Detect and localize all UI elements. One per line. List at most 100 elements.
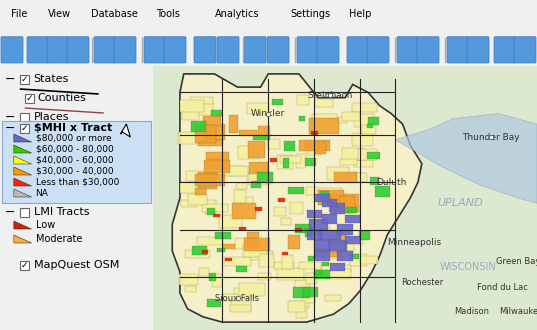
Bar (205, 160, 230, 174)
Bar (230, 306, 251, 313)
Text: View: View (48, 9, 71, 19)
Polygon shape (14, 189, 32, 197)
Bar (25, 93, 34, 103)
Bar (240, 130, 257, 136)
Text: Settings: Settings (290, 9, 330, 19)
Bar (314, 270, 322, 275)
Bar (311, 131, 317, 135)
Bar (315, 142, 326, 153)
Bar (375, 186, 390, 197)
Bar (246, 172, 267, 182)
Bar (329, 252, 346, 258)
Text: Madison: Madison (454, 307, 489, 316)
Bar (207, 299, 221, 307)
Bar (199, 172, 217, 189)
Bar (192, 246, 207, 255)
Text: ✓: ✓ (20, 75, 28, 83)
Bar (235, 238, 257, 249)
Bar (314, 270, 330, 279)
Bar (283, 158, 289, 168)
Bar (20, 123, 28, 133)
Bar (205, 124, 225, 140)
Bar (328, 240, 347, 251)
FancyBboxPatch shape (347, 37, 369, 63)
Bar (307, 210, 322, 218)
Text: UPLAND: UPLAND (437, 198, 483, 208)
FancyBboxPatch shape (297, 37, 319, 63)
Bar (359, 231, 371, 240)
Bar (296, 154, 306, 168)
Bar (185, 286, 195, 292)
Bar (339, 196, 355, 213)
Bar (307, 230, 322, 240)
Bar (360, 256, 378, 264)
Bar (347, 238, 363, 244)
Text: File: File (11, 9, 27, 19)
Bar (270, 158, 277, 162)
Bar (318, 230, 341, 240)
FancyBboxPatch shape (94, 37, 116, 63)
FancyBboxPatch shape (514, 37, 536, 63)
Text: ✓: ✓ (20, 260, 28, 270)
Bar (198, 140, 222, 147)
FancyBboxPatch shape (494, 37, 516, 63)
Bar (180, 182, 206, 193)
Bar (206, 200, 216, 214)
Bar (299, 140, 330, 151)
Text: Moderate: Moderate (35, 234, 82, 244)
Bar (277, 155, 293, 169)
Bar (191, 121, 206, 132)
Text: −: − (5, 121, 15, 135)
Text: Tools: Tools (156, 9, 179, 19)
FancyBboxPatch shape (47, 37, 69, 63)
Bar (329, 194, 359, 212)
Bar (281, 218, 291, 225)
Text: −: − (5, 73, 15, 85)
Bar (180, 200, 197, 207)
Polygon shape (14, 145, 32, 153)
FancyBboxPatch shape (194, 37, 216, 63)
Text: Help: Help (349, 9, 372, 19)
Bar (288, 235, 300, 249)
Bar (281, 252, 288, 255)
Bar (311, 114, 337, 126)
Bar (352, 103, 377, 112)
Bar (304, 227, 330, 234)
FancyBboxPatch shape (267, 37, 289, 63)
Bar (314, 251, 330, 261)
Bar (195, 188, 206, 195)
Polygon shape (14, 221, 32, 229)
Polygon shape (172, 74, 422, 322)
Bar (295, 280, 310, 288)
Bar (206, 152, 229, 169)
Bar (190, 97, 213, 104)
Text: −: − (5, 206, 15, 218)
Bar (295, 224, 313, 233)
FancyBboxPatch shape (2, 121, 151, 203)
Bar (302, 289, 315, 303)
Bar (306, 187, 317, 195)
Bar (256, 207, 262, 211)
Text: Counties: Counties (38, 93, 86, 103)
Bar (246, 232, 259, 248)
Bar (272, 99, 283, 105)
Bar (284, 141, 295, 150)
Bar (308, 256, 315, 261)
Bar (306, 158, 316, 166)
FancyBboxPatch shape (244, 37, 266, 63)
FancyBboxPatch shape (1, 37, 23, 63)
FancyBboxPatch shape (417, 37, 439, 63)
Bar (358, 149, 377, 160)
Bar (197, 130, 212, 137)
Bar (219, 215, 242, 228)
Bar (354, 114, 374, 127)
Bar (217, 248, 224, 252)
Text: Green Bay: Green Bay (496, 257, 537, 266)
FancyBboxPatch shape (217, 37, 239, 63)
Bar (320, 191, 329, 200)
Bar (345, 215, 360, 223)
Bar (238, 146, 259, 159)
Bar (236, 197, 253, 205)
Bar (20, 75, 28, 83)
Text: Steinbach: Steinbach (307, 90, 352, 100)
